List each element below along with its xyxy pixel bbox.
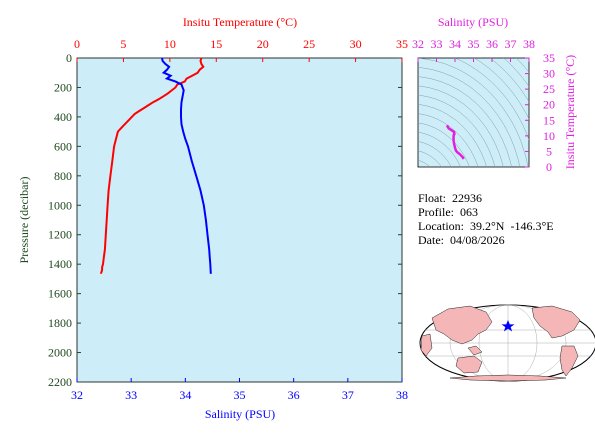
density-contours — [418, 58, 529, 167]
ts-temperature-tick-label: 35 — [543, 51, 555, 65]
temperature-tick-label: 0 — [74, 37, 80, 51]
ts-salinity-tick-label: 34 — [449, 37, 461, 51]
ts-salinity-tick-label: 32 — [412, 37, 424, 51]
temperature-tick-label: 10 — [164, 37, 176, 51]
density-contour — [418, 150, 442, 167]
density-contour — [418, 85, 504, 167]
profile-number: Profile: 063 — [418, 205, 478, 219]
ts-temperature-tick-label: 25 — [543, 82, 555, 96]
temperature-profile-line — [100, 57, 205, 274]
ts-salinity-tick-label: 35 — [468, 37, 480, 51]
density-contour — [418, 94, 496, 167]
pressure-tick-label: 1400 — [48, 257, 72, 271]
ts-temperature-axis-title: Insitu Temperature (°C) — [563, 55, 577, 169]
map-land — [420, 305, 581, 382]
ts-salinity-axis-title: Salinity (PSU) — [438, 15, 508, 29]
density-contour — [418, 67, 521, 167]
density-contour — [418, 58, 529, 167]
ts-temperature-tick-label: 5 — [546, 144, 552, 158]
salinity-tick-label: 37 — [342, 388, 354, 402]
pressure-tick-label: 1600 — [48, 287, 72, 301]
pressure-tick-label: 1800 — [48, 316, 72, 330]
pressure-tick-label: 1000 — [48, 198, 72, 212]
density-contour — [454, 58, 529, 141]
main-plot: 0 5 10 15 20 25 30 35 32 33 34 35 36 37 38 0 200 400 600… — [17, 15, 408, 421]
ts-temperature-tick-label: 20 — [543, 98, 555, 112]
density-contour — [418, 122, 470, 167]
density-contour — [503, 58, 529, 87]
density-contour — [418, 131, 461, 167]
location: Location: 39.2°N -146.3°E — [418, 219, 554, 233]
temperature-axis-title: Insitu Temperature (°C) — [183, 15, 297, 29]
density-contour — [418, 76, 512, 167]
density-contour — [489, 58, 529, 103]
salinity-axis: 32 33 34 35 36 37 38 — [71, 378, 408, 402]
pressure-tick-label: 1200 — [48, 228, 72, 242]
density-contour — [418, 113, 479, 167]
salinity-tick-label: 34 — [179, 388, 191, 402]
temperature-tick-label: 35 — [396, 37, 408, 51]
ts-temperature-tick-label: 15 — [543, 113, 555, 127]
pressure-tick-label: 600 — [54, 139, 72, 153]
ts-temperature-tick-label: 10 — [543, 129, 555, 143]
ts-temperature-tick-label: 30 — [543, 67, 555, 81]
salinity-tick-label: 32 — [71, 388, 83, 402]
salinity-tick-label: 33 — [125, 388, 137, 402]
pressure-tick-label: 0 — [66, 51, 72, 65]
temperature-axis: 0 5 10 15 20 25 30 35 — [74, 37, 408, 62]
float-location-marker — [501, 320, 515, 332]
density-contour — [473, 58, 529, 120]
salinity-axis-title: Salinity (PSU) — [205, 407, 275, 421]
date: Date: 04/08/2026 — [418, 233, 505, 247]
ts-salinity-axis: 32 33 34 35 36 37 38 — [412, 37, 535, 62]
ts-salinity-tick-label: 38 — [523, 37, 535, 51]
salinity-tick-label: 35 — [234, 388, 246, 402]
density-contour — [418, 104, 487, 167]
world-map — [419, 304, 595, 382]
pressure-axis-title: Pressure (decibar) — [17, 177, 31, 264]
pressure-axis: 0 200 400 600 800 1000 1200 1400 1600 1800 2000 220… — [48, 51, 81, 389]
temperature-tick-label: 25 — [303, 37, 315, 51]
pressure-tick-label: 2000 — [48, 346, 72, 360]
density-contour — [418, 141, 452, 167]
ts-salinity-tick-label: 33 — [431, 37, 443, 51]
pressure-tick-label: 400 — [54, 110, 72, 124]
pressure-tick-label: 2200 — [48, 375, 72, 389]
float-id: Float: 22936 — [418, 191, 483, 205]
pressure-tick-label: 800 — [54, 169, 72, 183]
ts-curve — [445, 124, 465, 160]
ts-salinity-tick-label: 36 — [486, 37, 498, 51]
temperature-tick-label: 15 — [210, 37, 222, 51]
temperature-tick-label: 20 — [257, 37, 269, 51]
ts-salinity-tick-label: 37 — [505, 37, 517, 51]
pressure-tick-label: 200 — [54, 80, 72, 94]
salinity-profile-line — [161, 57, 212, 274]
temperature-tick-label: 5 — [120, 37, 126, 51]
ts-temperature-tick-label: 0 — [546, 160, 552, 174]
salinity-tick-label: 38 — [396, 388, 408, 402]
main-plot-background — [76, 57, 403, 383]
temperature-tick-label: 30 — [350, 37, 362, 51]
density-contour — [515, 58, 529, 73]
pressure-axis-right — [398, 57, 402, 383]
salinity-tick-label: 36 — [288, 388, 300, 402]
